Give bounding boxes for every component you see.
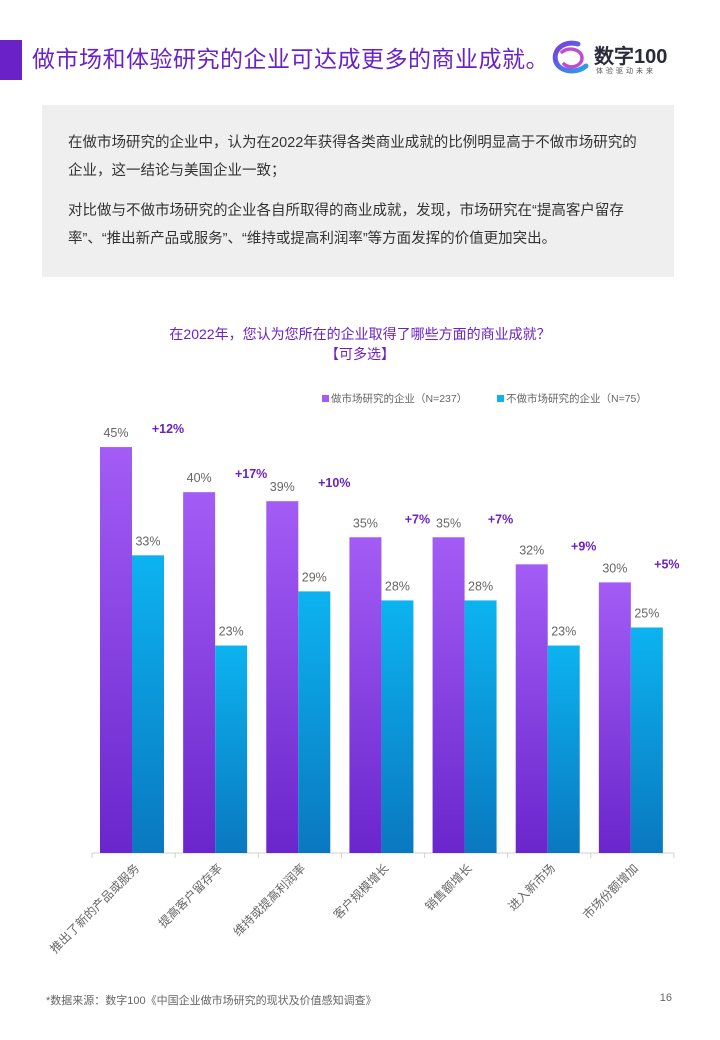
logo-name: 数字100	[594, 46, 668, 68]
bar-no-research	[132, 555, 164, 853]
category-label: 进入新市场	[505, 861, 558, 914]
bar-no-research	[298, 591, 331, 853]
difference-label: +5%	[654, 557, 679, 571]
data-label: 35%	[353, 516, 378, 530]
data-label: 40%	[187, 471, 212, 485]
category-label: 维持或提高利润率	[230, 861, 308, 939]
data-label: 39%	[270, 480, 295, 494]
category-label: 销售额增长	[422, 861, 475, 914]
difference-label: +7%	[488, 512, 513, 526]
bar-research	[515, 564, 548, 853]
chart-title-line-2: 【可多选】	[325, 346, 395, 362]
bar-research	[183, 492, 216, 853]
data-source-note: *数据来源：数字100《中国企业做市场研究的现状及价值感知调查》	[46, 995, 377, 1007]
difference-label: +12%	[152, 422, 184, 436]
legend-label: 不做市场研究的企业（N=75）	[506, 392, 647, 405]
data-label: 25%	[634, 606, 659, 620]
category-label: 客户规模增长	[330, 861, 392, 923]
difference-label: +17%	[235, 467, 267, 481]
chart-title: 在2022年，您认为您所在的企业取得了哪些方面的商业成就？ 【可多选】	[0, 324, 720, 364]
bar-research	[349, 537, 382, 853]
data-label: 28%	[385, 579, 410, 593]
logo-slogan: 体验驱动未来	[596, 68, 656, 75]
title-accent-bar	[0, 40, 22, 80]
chart-title-line-1: 在2022年，您认为您所在的企业取得了哪些方面的商业成就？	[169, 326, 551, 342]
bar-no-research	[464, 600, 497, 853]
difference-label: +9%	[571, 539, 596, 553]
data-label: 23%	[219, 625, 244, 639]
page-title: 做市场和体验研究的企业可达成更多的商业成就。	[32, 46, 549, 72]
logo-icon	[552, 40, 589, 74]
legend-label: 做市场研究的企业（N=237）	[331, 392, 467, 405]
bar-research	[598, 582, 631, 853]
bar-no-research	[215, 645, 248, 853]
page-number: 16	[659, 992, 672, 1004]
category-label: 推出了新的产品或服务	[47, 861, 142, 956]
bar-no-research	[381, 600, 414, 853]
bar-chart: 做市场研究的企业（N=237） 不做市场研究的企业（N=75） 45% 33% +12%…	[47, 392, 680, 956]
legend-swatch	[497, 395, 504, 402]
summary-paragraph-1: 在做市场研究的企业中，认为在2022年获得各类商业成就的比例明显高于不做市场研究…	[68, 135, 637, 179]
data-label: 29%	[302, 570, 327, 584]
bar-research	[266, 501, 299, 853]
data-label: 30%	[602, 561, 627, 575]
data-label: 28%	[468, 579, 493, 593]
data-label: 35%	[436, 516, 461, 530]
data-label: 32%	[519, 543, 544, 557]
difference-label: +7%	[405, 512, 430, 526]
data-label: 33%	[135, 534, 160, 548]
summary-box: 在做市场研究的企业中，认为在2022年获得各类商业成就的比例明显高于不做市场研究…	[42, 105, 674, 277]
category-label: 市场份额增加	[579, 861, 641, 923]
data-label: 23%	[551, 625, 576, 639]
bar-research	[100, 447, 132, 853]
bar-no-research	[547, 645, 580, 853]
difference-label: +10%	[318, 476, 350, 490]
category-label: 提高客户留存率	[155, 861, 225, 931]
bar-research	[432, 537, 465, 853]
legend-swatch	[322, 395, 329, 402]
data-label: 45%	[103, 426, 128, 440]
bar-no-research	[630, 627, 663, 853]
summary-paragraph-2: 对比做与不做市场研究的企业各自所取得的商业成就，发现，市场研究在“提高客户留存率…	[68, 203, 624, 247]
